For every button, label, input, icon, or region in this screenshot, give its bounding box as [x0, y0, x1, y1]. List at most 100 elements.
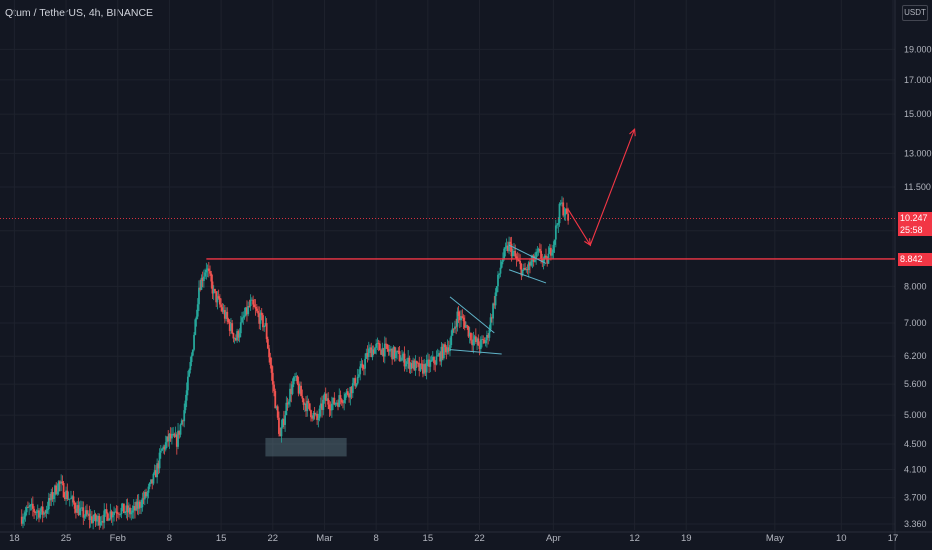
- candle-body: [201, 277, 204, 281]
- candle-body: [408, 357, 411, 370]
- candle-body: [140, 507, 143, 509]
- candle-body: [306, 400, 309, 412]
- candle-body: [497, 274, 499, 287]
- candle-body: [310, 410, 312, 418]
- candle-body: [518, 259, 520, 262]
- currency-label[interactable]: USDT: [902, 5, 928, 21]
- candle-body: [361, 363, 364, 369]
- candle-body: [388, 350, 391, 352]
- candle-body: [162, 446, 165, 449]
- candle-body: [525, 269, 528, 271]
- candle-body: [515, 256, 518, 260]
- candle-body: [450, 335, 453, 346]
- candle-body: [218, 297, 221, 305]
- price-axis[interactable]: 19.00017.00015.00013.00011.5009.8008.000…: [904, 44, 932, 529]
- candle-body: [104, 509, 107, 511]
- candle-body: [82, 507, 85, 518]
- candle-body: [163, 446, 166, 450]
- candle-body: [321, 403, 323, 410]
- time-axis[interactable]: 18 25 Feb 8 15 22 Mar 8 15 22 Apr 12 19 May 10 17: [9, 533, 898, 544]
- candle-body: [260, 312, 263, 316]
- candle-body: [29, 505, 32, 507]
- candle-body: [439, 353, 442, 362]
- candle-body: [383, 343, 386, 357]
- candle-body: [311, 417, 314, 419]
- candle-body: [348, 395, 350, 398]
- candle-body: [290, 388, 293, 394]
- candle-body: [268, 348, 271, 358]
- triangle-upper-line[interactable]: [449, 296, 495, 334]
- candle-body: [447, 347, 450, 352]
- candle-body: [39, 511, 42, 518]
- candle-body: [41, 506, 44, 515]
- candle-body: [36, 510, 39, 512]
- candle-body: [22, 519, 24, 524]
- price-tick-label: 3.360: [904, 519, 927, 529]
- candle-body: [482, 339, 485, 340]
- candle-body: [44, 512, 47, 514]
- candle-body: [249, 299, 252, 307]
- candle-body: [127, 507, 130, 513]
- price-tick-label: 5.000: [904, 410, 927, 420]
- candle-body: [262, 315, 264, 328]
- annotation-lines[interactable]: [0, 128, 895, 355]
- candle-body: [342, 402, 344, 404]
- candle-body: [63, 497, 66, 500]
- candle-body: [564, 208, 567, 215]
- annotations-zones: [265, 437, 347, 457]
- candle-body: [111, 515, 114, 518]
- candle-body: [184, 400, 187, 411]
- candle-body: [282, 418, 285, 425]
- candle-body: [264, 323, 267, 326]
- candle-body: [387, 349, 390, 352]
- candle-body: [23, 516, 26, 520]
- candle-body: [414, 361, 417, 371]
- candle-body: [423, 364, 426, 374]
- candle-body: [180, 420, 183, 425]
- candle-body: [257, 310, 259, 314]
- candle-body: [209, 271, 211, 274]
- candle-body: [71, 496, 74, 499]
- wedge-lower-line[interactable]: [508, 269, 547, 284]
- candle-body: [424, 364, 427, 373]
- candle-body: [305, 403, 307, 412]
- candle-body: [369, 347, 371, 349]
- candle-body: [230, 323, 232, 331]
- candle-body: [67, 498, 70, 500]
- candle-body: [52, 495, 55, 499]
- candle-body: [316, 413, 318, 421]
- candle-body: [233, 338, 236, 339]
- candle-body: [440, 346, 443, 362]
- candles: [20, 196, 570, 530]
- price-tick-label: 3.700: [904, 493, 927, 503]
- candle-body: [202, 276, 205, 281]
- candle-body: [312, 413, 315, 419]
- candle-body: [72, 496, 75, 503]
- candle-body: [460, 316, 462, 321]
- wedge-upper-line[interactable]: [508, 244, 547, 264]
- candle-body: [527, 262, 530, 271]
- candle-body: [287, 401, 290, 405]
- candle-body: [134, 506, 136, 511]
- candle-body: [349, 386, 352, 398]
- candle-body: [189, 362, 192, 370]
- triangle-lower-line[interactable]: [449, 349, 502, 355]
- candle-body: [125, 505, 128, 513]
- candle-body: [137, 501, 140, 509]
- candle-body: [535, 251, 538, 259]
- last-price-value: 10.247: [900, 212, 928, 223]
- candle-body: [193, 334, 195, 350]
- candle-body: [225, 311, 227, 319]
- candle-body: [161, 448, 163, 451]
- candle-body: [54, 485, 56, 496]
- candle-body: [554, 225, 557, 240]
- candle-body: [546, 257, 549, 264]
- candle-body: [526, 269, 529, 271]
- time-tick-label: 8: [374, 533, 379, 544]
- candle-body: [302, 398, 305, 405]
- candle-body: [467, 326, 470, 337]
- candle-body: [217, 296, 220, 298]
- candle-body: [79, 507, 82, 509]
